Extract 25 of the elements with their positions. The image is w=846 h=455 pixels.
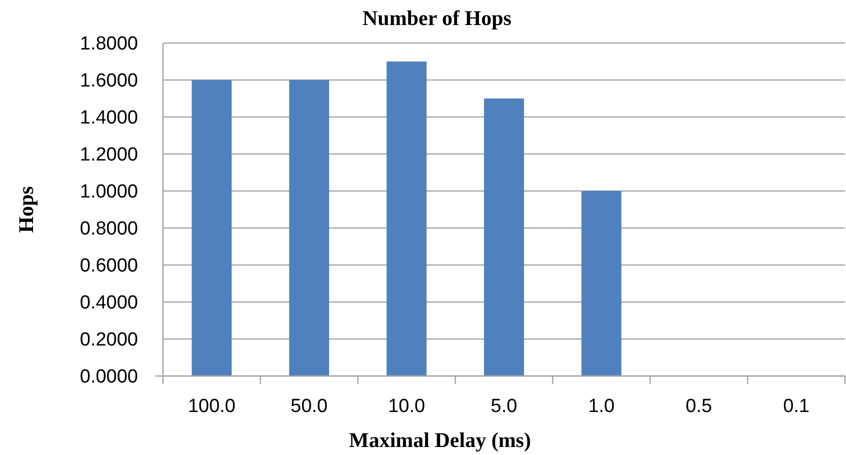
y-tick-label: 0.8000 [80, 218, 138, 240]
x-tick-label: 10.0 [388, 396, 426, 417]
y-tick-label: 0.2000 [80, 330, 138, 351]
x-tick-label: 0.5 [686, 396, 712, 417]
y-tick-label: 1.0000 [80, 182, 138, 203]
x-tick-label: 0.1 [783, 396, 810, 417]
bar [192, 80, 232, 376]
x-tick-label: 100.0 [188, 396, 236, 417]
x-axis-title: Maximal Delay (ms) [349, 428, 531, 452]
x-tick-label: 50.0 [290, 396, 328, 417]
bar [386, 62, 427, 376]
y-tick-label: 1.4000 [80, 108, 138, 129]
bar [484, 98, 524, 376]
chart-title: Number of Hops [362, 6, 512, 30]
y-axis-title: Hops [14, 186, 38, 233]
x-tick-label: 1.0 [588, 396, 615, 417]
y-tick-label: 0.0000 [80, 366, 138, 388]
x-tick-label: 5.0 [490, 396, 518, 417]
y-tick-label: 1.8000 [80, 34, 138, 55]
bar [289, 80, 330, 376]
bar [581, 191, 622, 376]
y-tick-label: 1.2000 [80, 144, 138, 166]
y-tick-label: 0.4000 [80, 292, 138, 314]
y-tick-label: 1.6000 [80, 70, 138, 92]
y-tick-label: 0.6000 [80, 256, 138, 277]
